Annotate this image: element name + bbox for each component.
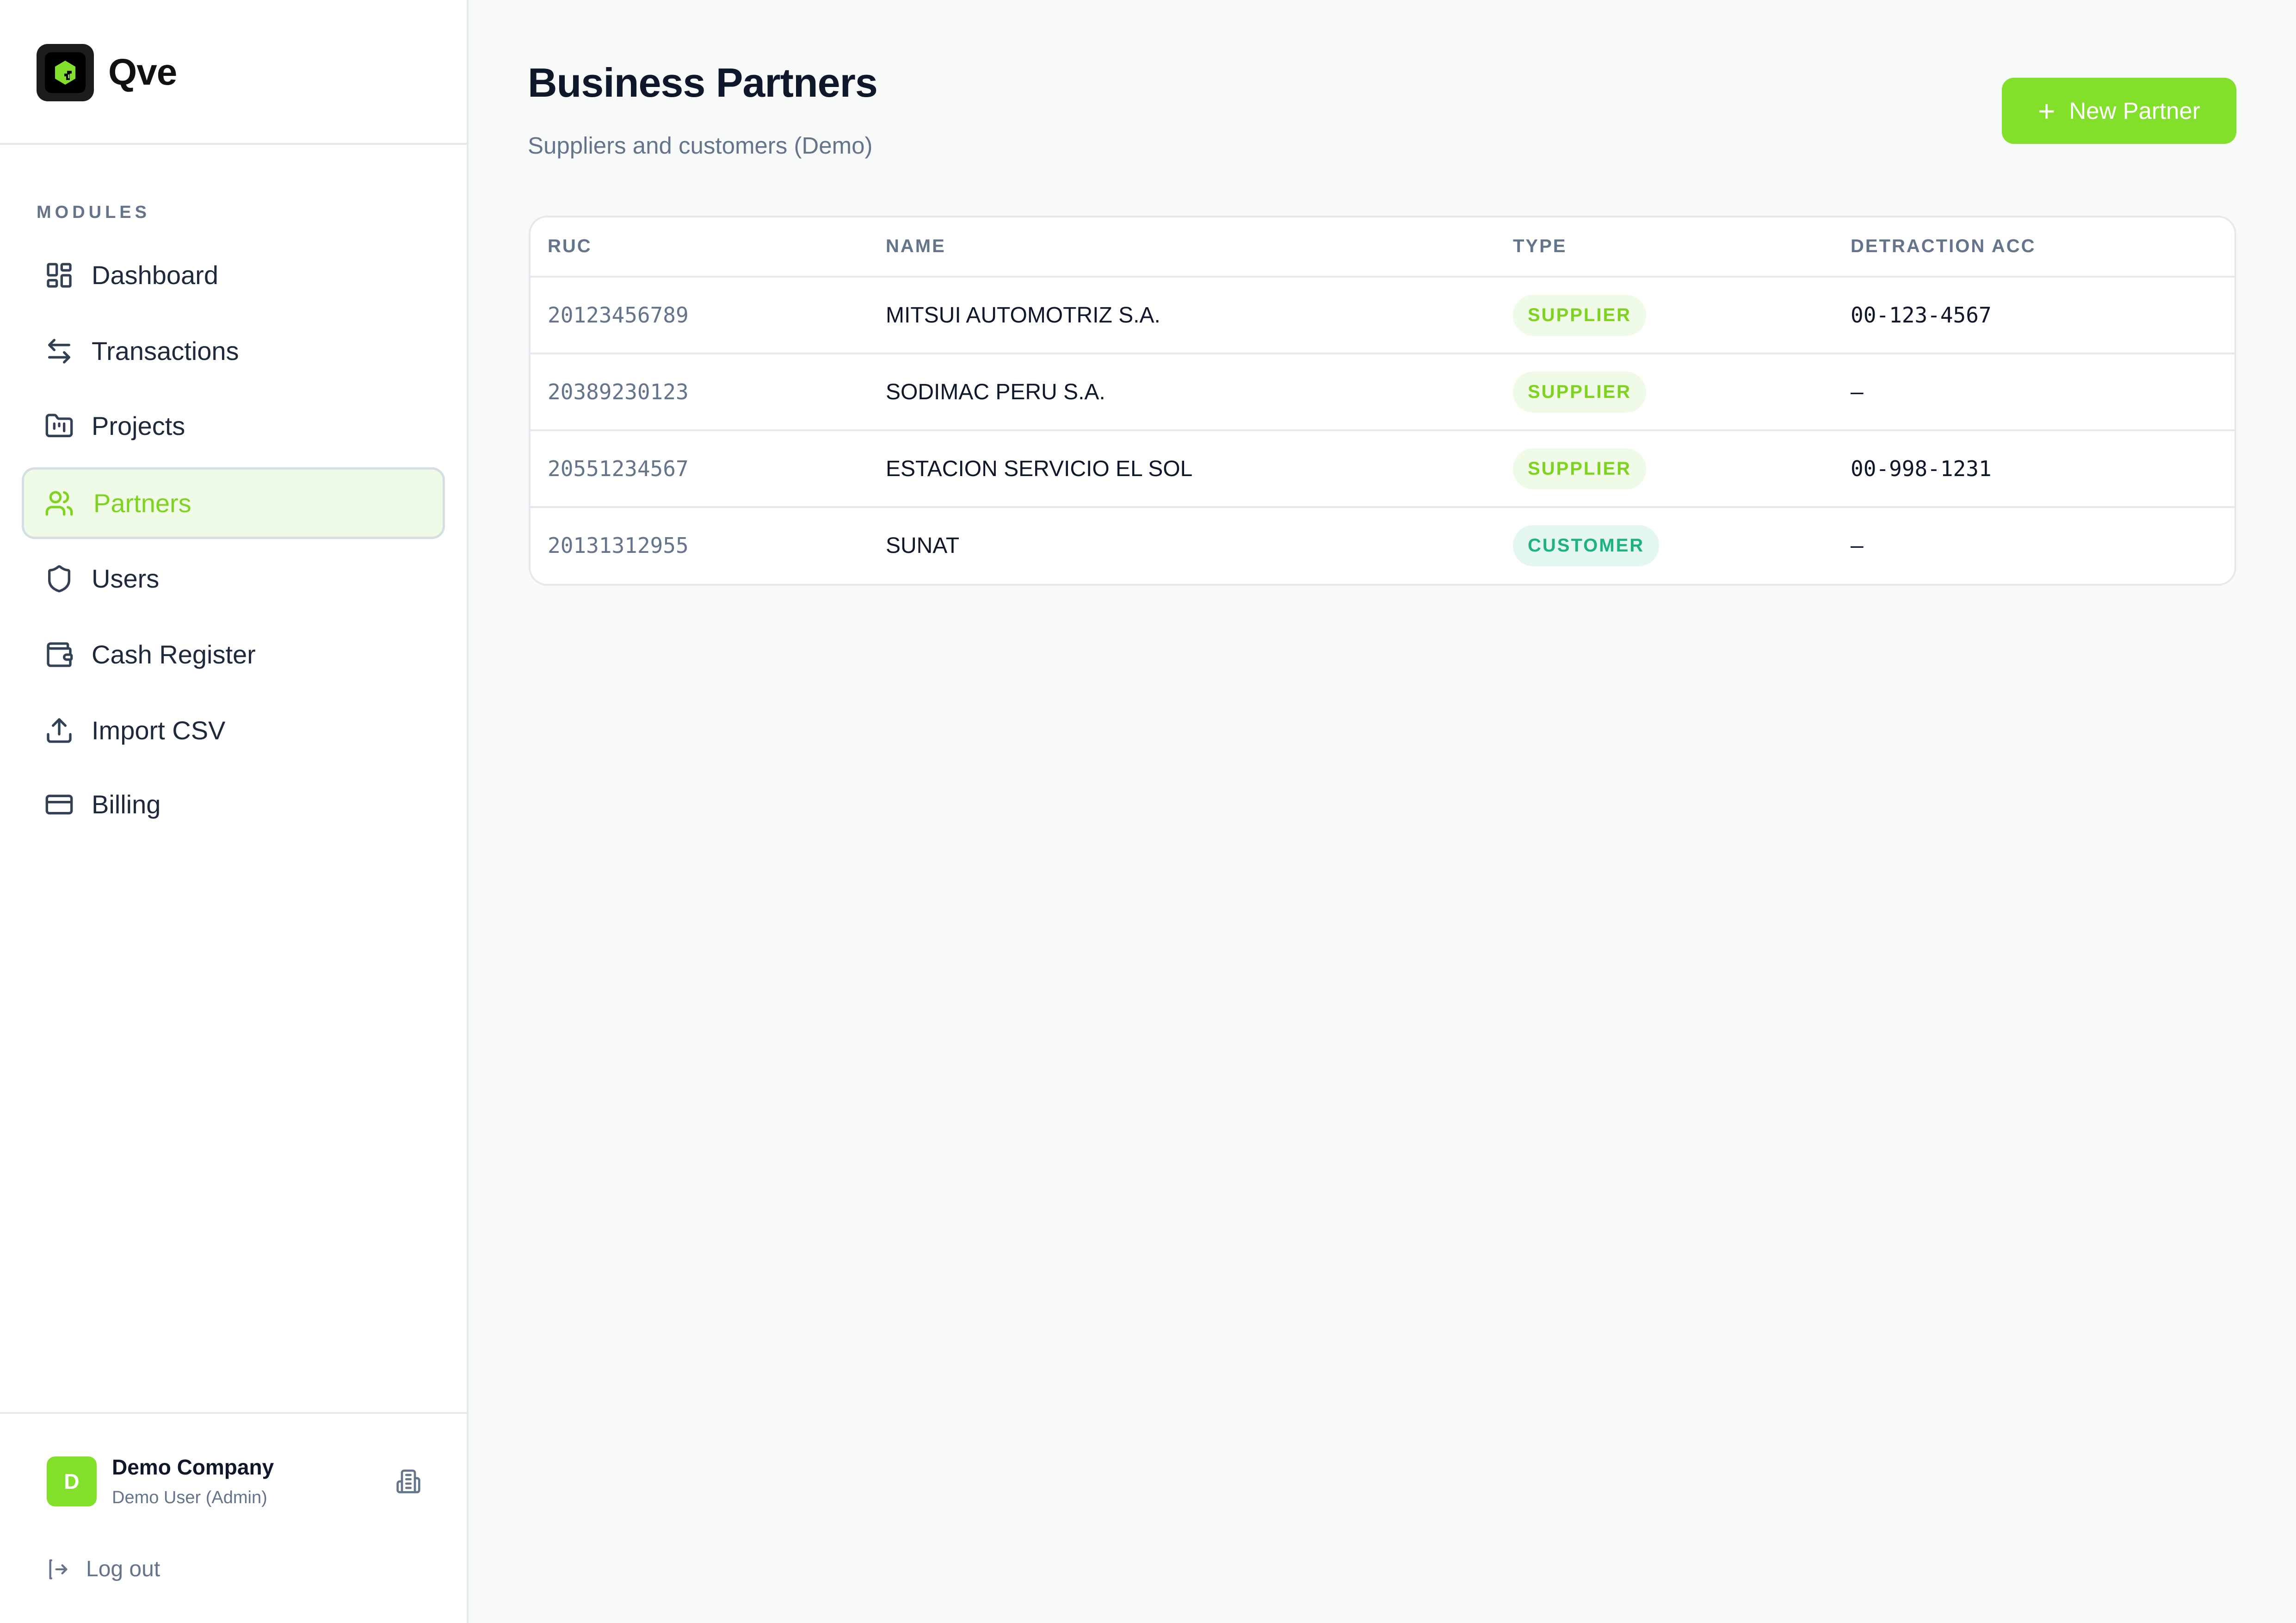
sidebar-item-label: Dashboard	[92, 260, 218, 290]
upload-icon	[44, 716, 74, 745]
shield-icon	[44, 564, 74, 594]
table-row[interactable]: 20123456789 MITSUI AUTOMOTRIZ S.A. SUPPL…	[531, 278, 2234, 354]
users-icon	[44, 489, 74, 518]
sidebar-item-users[interactable]: Users	[22, 543, 445, 614]
type-cell: SUPPLIER	[1513, 354, 1647, 429]
type-cell: SUPPLIER	[1513, 278, 1647, 353]
partners-table: RUC NAME TYPE DETRACTION ACC 20123456789…	[529, 216, 2236, 586]
detraction-acc-cell: –	[1851, 533, 1864, 558]
transactions-icon	[44, 336, 74, 366]
ruc-cell: 20389230123	[548, 379, 689, 404]
ruc-cell: 20123456789	[548, 303, 689, 328]
sidebar-item-label: Transactions	[92, 336, 239, 365]
logout-button[interactable]: Log out	[46, 1556, 160, 1582]
sidebar-item-import-csv[interactable]: Import CSV	[22, 694, 445, 766]
user-role: Demo User (Admin)	[112, 1488, 267, 1507]
company-avatar: D	[47, 1456, 97, 1506]
type-badge: CUSTOMER	[1513, 525, 1660, 566]
type-badge: SUPPLIER	[1513, 371, 1647, 413]
brand-header: Qve	[0, 0, 467, 145]
column-header-name[interactable]: NAME	[886, 236, 946, 256]
type-badge: SUPPLIER	[1513, 294, 1647, 336]
company-name: Demo Company	[112, 1455, 274, 1479]
ruc-cell: 20551234567	[548, 456, 689, 481]
table-header: RUC NAME TYPE DETRACTION ACC	[531, 217, 2234, 278]
new-partner-label: New Partner	[2069, 98, 2200, 124]
app-logo[interactable]	[37, 44, 94, 101]
logout-label: Log out	[86, 1557, 160, 1581]
wallet-icon	[44, 640, 74, 669]
type-badge: SUPPLIER	[1513, 448, 1647, 489]
sidebar-item-label: Users	[92, 564, 160, 593]
sidebar-item-transactions[interactable]: Transactions	[22, 315, 445, 387]
ruc-cell: 20131312955	[548, 533, 689, 558]
sidebar-item-label: Projects	[92, 411, 185, 440]
detraction-acc-cell: 00-123-4567	[1851, 303, 1992, 328]
table-row[interactable]: 20131312955 SUNAT CUSTOMER –	[531, 508, 2234, 584]
plus-icon: +	[2038, 94, 2055, 128]
sidebar-item-cash-register[interactable]: Cash Register	[22, 619, 445, 690]
logout-icon	[49, 1559, 68, 1580]
credit-card-icon	[44, 790, 74, 819]
building-icon	[396, 1469, 420, 1493]
name-cell: ESTACION SERVICIO EL SOL	[886, 456, 1193, 481]
detraction-acc-cell: –	[1851, 379, 1864, 404]
column-header-ruc[interactable]: RUC	[548, 236, 592, 256]
main-content: Business Partners Suppliers and customer…	[469, 0, 2296, 1623]
name-cell: SUNAT	[886, 533, 960, 558]
sidebar-item-projects[interactable]: Projects	[22, 390, 445, 462]
sidebar-item-label: Cash Register	[92, 640, 256, 669]
folder-icon	[44, 411, 74, 441]
switch-company-button[interactable]	[395, 1468, 421, 1494]
table-row[interactable]: 20389230123 SODIMAC PERU S.A. SUPPLIER –	[531, 354, 2234, 431]
sidebar: Qve MODULES Dashboard Transactions	[0, 0, 469, 1623]
name-cell: SODIMAC PERU S.A.	[886, 379, 1105, 404]
type-cell: CUSTOMER	[1513, 508, 1660, 583]
column-header-type[interactable]: TYPE	[1513, 236, 1567, 256]
new-partner-button[interactable]: + New Partner	[2002, 78, 2236, 144]
sidebar-item-label: Import CSV	[92, 716, 226, 745]
page-title: Business Partners	[528, 60, 878, 105]
column-header-detraction-acc[interactable]: DETRACTION ACC	[1851, 236, 2036, 256]
cube-logo-icon	[55, 61, 75, 85]
sidebar-footer: D Demo Company Demo User (Admin) Log out	[0, 1412, 467, 1623]
name-cell: MITSUI AUTOMOTRIZ S.A.	[886, 303, 1160, 328]
modules-section-label: MODULES	[37, 203, 150, 222]
app-name: Qve	[108, 51, 177, 93]
table-row[interactable]: 20551234567 ESTACION SERVICIO EL SOL SUP…	[531, 431, 2234, 508]
sidebar-item-billing[interactable]: Billing	[22, 768, 445, 840]
sidebar-item-dashboard[interactable]: Dashboard	[22, 239, 445, 311]
dashboard-icon	[44, 260, 74, 290]
type-cell: SUPPLIER	[1513, 431, 1647, 506]
page-subtitle: Suppliers and customers (Demo)	[528, 132, 873, 159]
sidebar-item-label: Partners	[93, 489, 191, 518]
sidebar-item-partners[interactable]: Partners	[22, 467, 445, 539]
detraction-acc-cell: 00-998-1231	[1851, 456, 1992, 481]
sidebar-item-label: Billing	[92, 790, 161, 819]
